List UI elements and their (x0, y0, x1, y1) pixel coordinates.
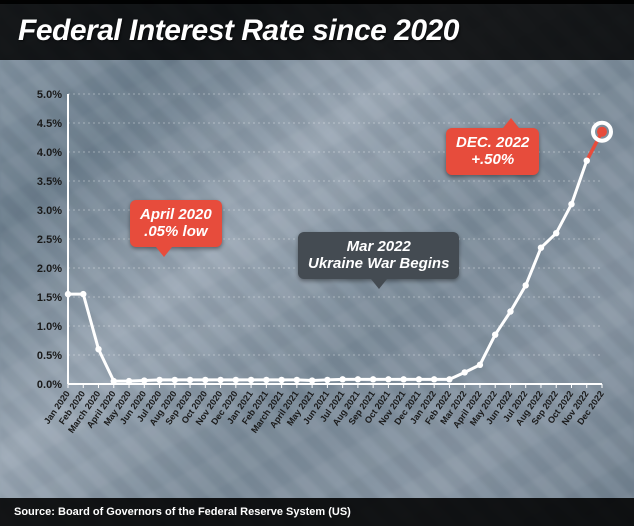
svg-text:1.0%: 1.0% (37, 321, 62, 333)
svg-text:0.0%: 0.0% (37, 379, 62, 391)
svg-text:3.5%: 3.5% (37, 176, 62, 188)
source-text: Source: Board of Governors of the Federa… (14, 506, 351, 518)
chart-title: Federal Interest Rate since 2020 (18, 14, 616, 48)
svg-text:3.0%: 3.0% (37, 205, 62, 217)
svg-text:4.0%: 4.0% (37, 147, 62, 159)
callout-dec-2022: DEC. 2022 +.50% (446, 128, 539, 175)
callout-line1: April 2020 (140, 206, 212, 223)
svg-text:1.5%: 1.5% (37, 292, 62, 304)
svg-text:2.0%: 2.0% (37, 263, 62, 275)
callout-line2: .05% low (140, 223, 212, 240)
callout-line2: +.50% (456, 151, 529, 168)
svg-text:4.5%: 4.5% (37, 118, 62, 130)
svg-text:0.5%: 0.5% (37, 350, 62, 362)
callout-line2: Ukraine War Begins (308, 255, 449, 272)
svg-text:2.5%: 2.5% (37, 234, 62, 246)
callout-april-2020: April 2020 .05% low (130, 200, 222, 247)
source-bar: Source: Board of Governors of the Federa… (0, 498, 634, 526)
callout-line1: DEC. 2022 (456, 134, 529, 151)
svg-text:5.0%: 5.0% (37, 89, 62, 101)
callout-mar-2022: Mar 2022 Ukraine War Begins (298, 232, 459, 279)
title-bar: Federal Interest Rate since 2020 (0, 0, 634, 60)
callout-line1: Mar 2022 (308, 238, 449, 255)
